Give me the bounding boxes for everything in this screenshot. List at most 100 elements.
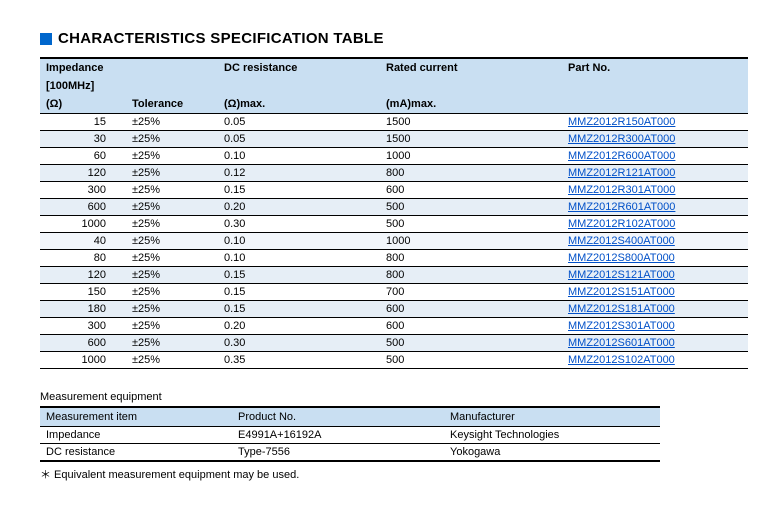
table-row: 60±25%0.101000MMZ2012R600AT000: [40, 148, 748, 165]
cell-impedance: 15: [40, 114, 126, 131]
cell-part-no: MMZ2012R600AT000: [562, 148, 748, 165]
part-link[interactable]: MMZ2012R301AT000: [568, 184, 675, 196]
cell-rated: 1000: [380, 233, 562, 250]
hdr-part-no: Part No.: [562, 58, 748, 77]
part-link[interactable]: MMZ2012R150AT000: [568, 116, 675, 128]
part-link[interactable]: MMZ2012S181AT000: [568, 303, 675, 315]
cell-part-no: MMZ2012S601AT000: [562, 335, 748, 352]
equipment-cell: Keysight Technologies: [444, 427, 660, 444]
cell-part-no: MMZ2012R150AT000: [562, 114, 748, 131]
cell-rated: 1000: [380, 148, 562, 165]
cell-tolerance: ±25%: [126, 352, 218, 369]
cell-dcr: 0.15: [218, 182, 380, 199]
cell-tolerance: ±25%: [126, 284, 218, 301]
part-link[interactable]: MMZ2012S102AT000: [568, 354, 675, 366]
cell-rated: 500: [380, 352, 562, 369]
cell-impedance: 150: [40, 284, 126, 301]
eq-hdr-manufacturer: Manufacturer: [444, 407, 660, 427]
hdr-impedance: Impedance: [40, 58, 126, 77]
equipment-table: Measurement item Product No. Manufacture…: [40, 406, 660, 462]
cell-rated: 1500: [380, 131, 562, 148]
cell-rated: 800: [380, 267, 562, 284]
table-row: 40±25%0.101000MMZ2012S400AT000: [40, 233, 748, 250]
hdr-blank-1-3: [380, 77, 562, 95]
cell-tolerance: ±25%: [126, 267, 218, 284]
cell-tolerance: ±25%: [126, 114, 218, 131]
cell-impedance: 120: [40, 165, 126, 182]
cell-rated: 800: [380, 250, 562, 267]
equipment-footnote: ＊ Equivalent measurement equipment may b…: [40, 466, 748, 482]
cell-tolerance: ±25%: [126, 131, 218, 148]
part-link[interactable]: MMZ2012S601AT000: [568, 337, 675, 349]
cell-tolerance: ±25%: [126, 216, 218, 233]
table-row: 15±25%0.051500MMZ2012R150AT000: [40, 114, 748, 131]
hdr-ma-max: (mA)max.: [380, 95, 562, 114]
part-link[interactable]: MMZ2012R121AT000: [568, 167, 675, 179]
part-link[interactable]: MMZ2012S301AT000: [568, 320, 675, 332]
equipment-cell: Type-7556: [232, 444, 444, 462]
equipment-table-body: ImpedanceE4991A+16192AKeysight Technolog…: [40, 427, 660, 462]
part-link[interactable]: MMZ2012R102AT000: [568, 218, 675, 230]
hdr-100mhz: [100MHz]: [40, 77, 126, 95]
equipment-cell: Impedance: [40, 427, 232, 444]
cell-dcr: 0.15: [218, 284, 380, 301]
cell-dcr: 0.15: [218, 301, 380, 318]
cell-tolerance: ±25%: [126, 335, 218, 352]
part-link[interactable]: MMZ2012R601AT000: [568, 201, 675, 213]
part-link[interactable]: MMZ2012R300AT000: [568, 133, 675, 145]
table-row: 30±25%0.051500 MMZ2012R300AT000: [40, 131, 748, 148]
table-row: 180±25%0.15600MMZ2012S181AT000: [40, 301, 748, 318]
table-row: 600±25%0.20500MMZ2012R601AT000: [40, 199, 748, 216]
hdr-ohm-max: (Ω)max.: [218, 95, 380, 114]
cell-tolerance: ±25%: [126, 165, 218, 182]
cell-part-no: MMZ2012R102AT000: [562, 216, 748, 233]
part-link[interactable]: MMZ2012R600AT000: [568, 150, 675, 162]
part-link[interactable]: MMZ2012S151AT000: [568, 286, 675, 298]
cell-dcr: 0.20: [218, 318, 380, 335]
cell-rated: 600: [380, 301, 562, 318]
cell-dcr: 0.30: [218, 335, 380, 352]
cell-dcr: 0.05: [218, 131, 380, 148]
cell-tolerance: ±25%: [126, 233, 218, 250]
cell-impedance: 300: [40, 182, 126, 199]
cell-part-no: MMZ2012R301AT000: [562, 182, 748, 199]
cell-part-no: MMZ2012S102AT000: [562, 352, 748, 369]
cell-rated: 500: [380, 216, 562, 233]
cell-dcr: 0.10: [218, 233, 380, 250]
cell-tolerance: ±25%: [126, 182, 218, 199]
cell-impedance: 1000: [40, 352, 126, 369]
cell-impedance: 600: [40, 199, 126, 216]
cell-part-no: MMZ2012R121AT000: [562, 165, 748, 182]
cell-rated: 500: [380, 199, 562, 216]
table-row: 300±25%0.15600 MMZ2012R301AT000: [40, 182, 748, 199]
cell-dcr: 0.10: [218, 148, 380, 165]
spec-table-header: Impedance DC resistance Rated current Pa…: [40, 58, 748, 114]
cell-part-no: MMZ2012S181AT000: [562, 301, 748, 318]
cell-dcr: 0.12: [218, 165, 380, 182]
cell-impedance: 30: [40, 131, 126, 148]
cell-dcr: 0.30: [218, 216, 380, 233]
hdr-blank-1-2: [218, 77, 380, 95]
cell-part-no: MMZ2012S400AT000: [562, 233, 748, 250]
hdr-ohm: (Ω): [40, 95, 126, 114]
cell-tolerance: ±25%: [126, 318, 218, 335]
hdr-blank-1-1: [126, 77, 218, 95]
cell-impedance: 600: [40, 335, 126, 352]
cell-part-no: MMZ2012S800AT000: [562, 250, 748, 267]
cell-impedance: 180: [40, 301, 126, 318]
cell-rated: 700: [380, 284, 562, 301]
cell-rated: 600: [380, 182, 562, 199]
title-text: CHARACTERISTICS SPECIFICATION TABLE: [58, 30, 384, 47]
hdr-blank-1-4: [562, 77, 748, 95]
accent-square-icon: [40, 33, 52, 45]
cell-rated: 800: [380, 165, 562, 182]
table-row: ImpedanceE4991A+16192AKeysight Technolog…: [40, 427, 660, 444]
cell-tolerance: ±25%: [126, 199, 218, 216]
table-row: 1000±25%0.30500 MMZ2012R102AT000: [40, 216, 748, 233]
cell-impedance: 1000: [40, 216, 126, 233]
part-link[interactable]: MMZ2012S121AT000: [568, 269, 675, 281]
spec-table-body: 15±25%0.051500MMZ2012R150AT00030±25%0.05…: [40, 114, 748, 369]
table-row: 120±25%0.15800MMZ2012S121AT000: [40, 267, 748, 284]
part-link[interactable]: MMZ2012S800AT000: [568, 252, 675, 264]
part-link[interactable]: MMZ2012S400AT000: [568, 235, 675, 247]
